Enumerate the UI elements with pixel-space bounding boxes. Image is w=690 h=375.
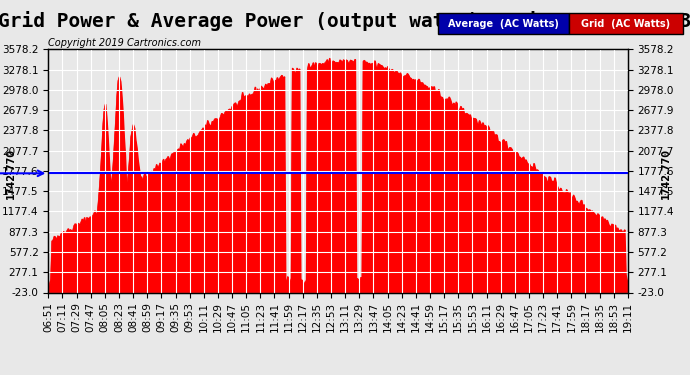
Text: 1742.770: 1742.770 [660, 148, 671, 199]
Text: 1742.770: 1742.770 [6, 148, 16, 199]
Text: Average  (AC Watts): Average (AC Watts) [448, 19, 559, 28]
Text: Grid  (AC Watts): Grid (AC Watts) [581, 19, 671, 28]
Text: Grid Power & Average Power (output watts)  Fri Mar 22 19:13: Grid Power & Average Power (output watts… [0, 11, 690, 31]
Text: Copyright 2019 Cartronics.com: Copyright 2019 Cartronics.com [48, 38, 201, 48]
